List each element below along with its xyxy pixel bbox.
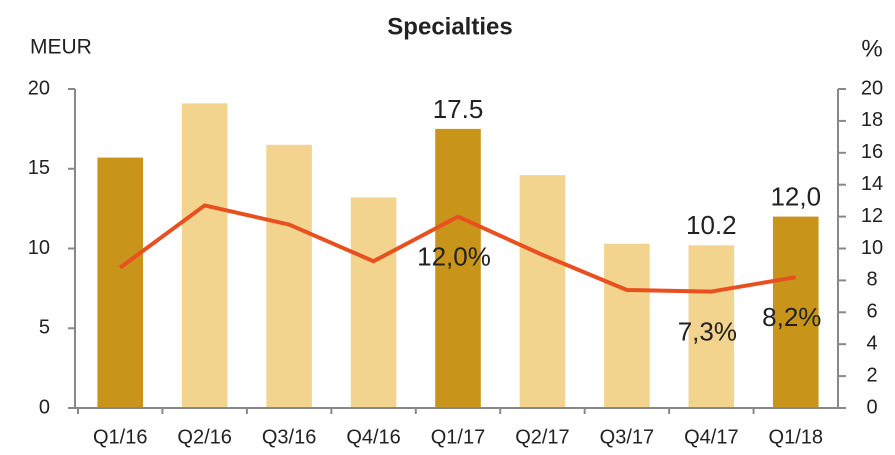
chart-title: Specialties [387, 13, 512, 40]
bar [350, 197, 397, 408]
x-tick-label: Q1/17 [431, 426, 485, 448]
y-tick-label: 10 [28, 237, 50, 259]
y2-tick-label: 6 [866, 301, 877, 323]
y-axis-label: MEUR [30, 36, 92, 59]
y2-tick-label: 16 [861, 141, 883, 163]
y-tick-label: 15 [28, 157, 50, 179]
y2-tick-label: 10 [861, 237, 883, 259]
line [119, 203, 797, 294]
x-tick-label: Q3/17 [600, 426, 654, 448]
bar-label: 10.2 [686, 210, 737, 240]
bar [435, 128, 481, 408]
bar [604, 243, 650, 408]
bar-label: 17.5 [433, 94, 484, 124]
y2-tick-label: 18 [861, 109, 883, 131]
x-tick-label: Q2/16 [177, 426, 231, 448]
x-tick-label: Q3/16 [262, 426, 316, 448]
x-tick-label: Q1/16 [93, 426, 147, 448]
line-label: 7,3% [678, 316, 737, 346]
bar [519, 175, 566, 408]
bar [688, 245, 735, 408]
y-tick-label: 5 [39, 317, 50, 339]
x-tick-label: Q1/18 [769, 426, 823, 448]
y2-tick-label: 20 [861, 77, 883, 99]
y2-tick-label: 14 [861, 173, 883, 195]
bar-label: 12,0 [770, 181, 821, 211]
bar [266, 144, 312, 408]
y2-axis-label: % [861, 35, 882, 62]
y-tick-label: 0 [39, 396, 50, 418]
line-label: 8,2% [762, 302, 821, 332]
x-tick-label: Q4/16 [346, 426, 400, 448]
y2-tick-label: 2 [866, 364, 877, 386]
x-tick-label: Q2/17 [515, 426, 569, 448]
y2-tick-label: 4 [866, 332, 877, 354]
y-tick-label: 20 [28, 77, 50, 99]
y2-tick-label: 0 [866, 396, 877, 418]
y2-tick-label: 12 [861, 205, 883, 227]
bar [772, 216, 819, 408]
line-label: 12,0% [417, 241, 491, 271]
y2-tick-label: 8 [866, 269, 877, 291]
bar [97, 157, 144, 408]
x-tick-label: Q4/17 [684, 426, 738, 448]
bar [181, 103, 228, 408]
